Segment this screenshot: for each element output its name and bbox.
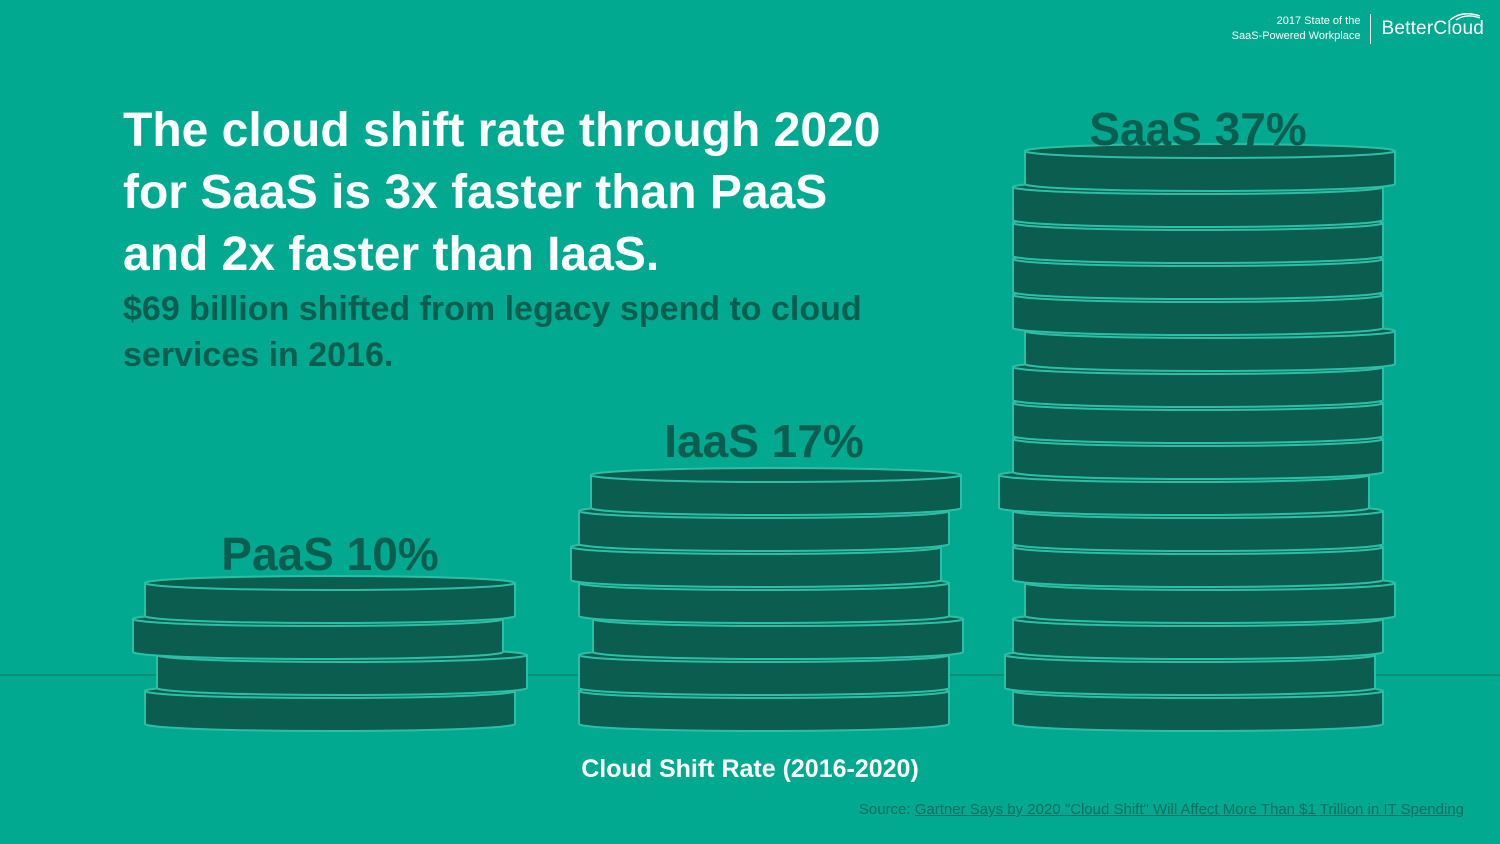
coin-paas-4: [144, 575, 516, 624]
report-title: 2017 State of the SaaS-Powered Workplace: [1232, 14, 1372, 44]
source-prefix: Source:: [858, 801, 911, 818]
source-note: Source: Gartner Says by 2020 "Cloud Shif…: [859, 801, 1464, 818]
data-label-saas: SaaS 37%: [1089, 103, 1306, 155]
data-label-iaas: IaaS 17%: [664, 415, 863, 467]
headline: The cloud shift rate through 2020 for Sa…: [123, 104, 881, 281]
brand-header: 2017 State of the SaaS-Powered Workplace…: [1232, 13, 1484, 44]
subhead: $69 billion shifted from legacy spend to…: [123, 290, 862, 374]
logo-text: BetterCloud: [1381, 18, 1484, 39]
coin-stacks: [132, 143, 1396, 732]
chart-title: Cloud Shift Rate (2016-2020): [581, 755, 919, 783]
bettercloud-logo: BetterCloud: [1381, 13, 1484, 40]
data-label-paas: PaaS 10%: [221, 528, 438, 580]
report-title-line-1: 2017 State of the: [1276, 15, 1361, 27]
coin-iaas-7: [590, 467, 962, 516]
cloud-swoosh-icon: [1449, 13, 1481, 21]
coin-saas-16: [1024, 143, 1396, 192]
report-title-line-2: SaaS-Powered Workplace: [1231, 30, 1361, 42]
source-link[interactable]: Gartner Says by 2020 "Cloud Shift" Will …: [914, 801, 1464, 818]
